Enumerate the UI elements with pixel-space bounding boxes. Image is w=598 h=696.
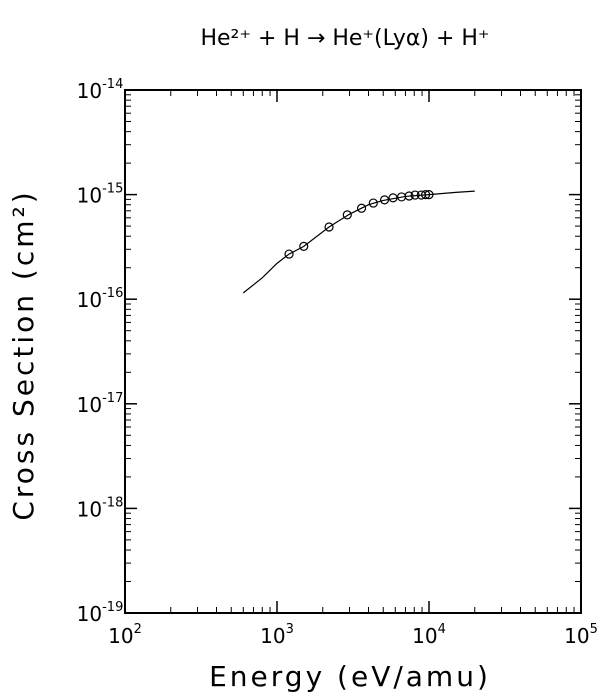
data-point <box>342 210 352 220</box>
data-point <box>404 191 414 201</box>
tick-label: 105 <box>564 622 598 648</box>
tick-label: 10-18 <box>77 495 124 521</box>
data-point <box>299 241 309 251</box>
x-axis-label: Energy (eV/amu) <box>209 660 491 693</box>
data-point <box>379 195 390 205</box>
data-point <box>356 203 367 213</box>
plot-frame <box>124 89 582 614</box>
tick-label: 10-17 <box>77 391 124 417</box>
data-point <box>388 193 398 203</box>
tick-label: 10-14 <box>77 77 124 103</box>
data-point <box>421 190 431 200</box>
tick-label: 102 <box>108 622 142 648</box>
data-point <box>368 198 378 208</box>
chart-title: He²⁺ + H → He⁺(Lyα) + H⁺ <box>200 26 489 51</box>
tick-label: 10-19 <box>77 600 124 626</box>
tick-label: 103 <box>260 622 294 648</box>
y-axis-label: Cross Section (cm²) <box>7 189 40 520</box>
data-point <box>324 222 334 232</box>
data-point <box>284 249 294 259</box>
data-point <box>410 190 420 200</box>
tick-label: 10-16 <box>77 286 124 312</box>
tick-label: 104 <box>412 622 446 648</box>
data-point <box>424 190 434 200</box>
fit-line <box>242 190 475 294</box>
tick-label: 10-15 <box>77 182 124 208</box>
